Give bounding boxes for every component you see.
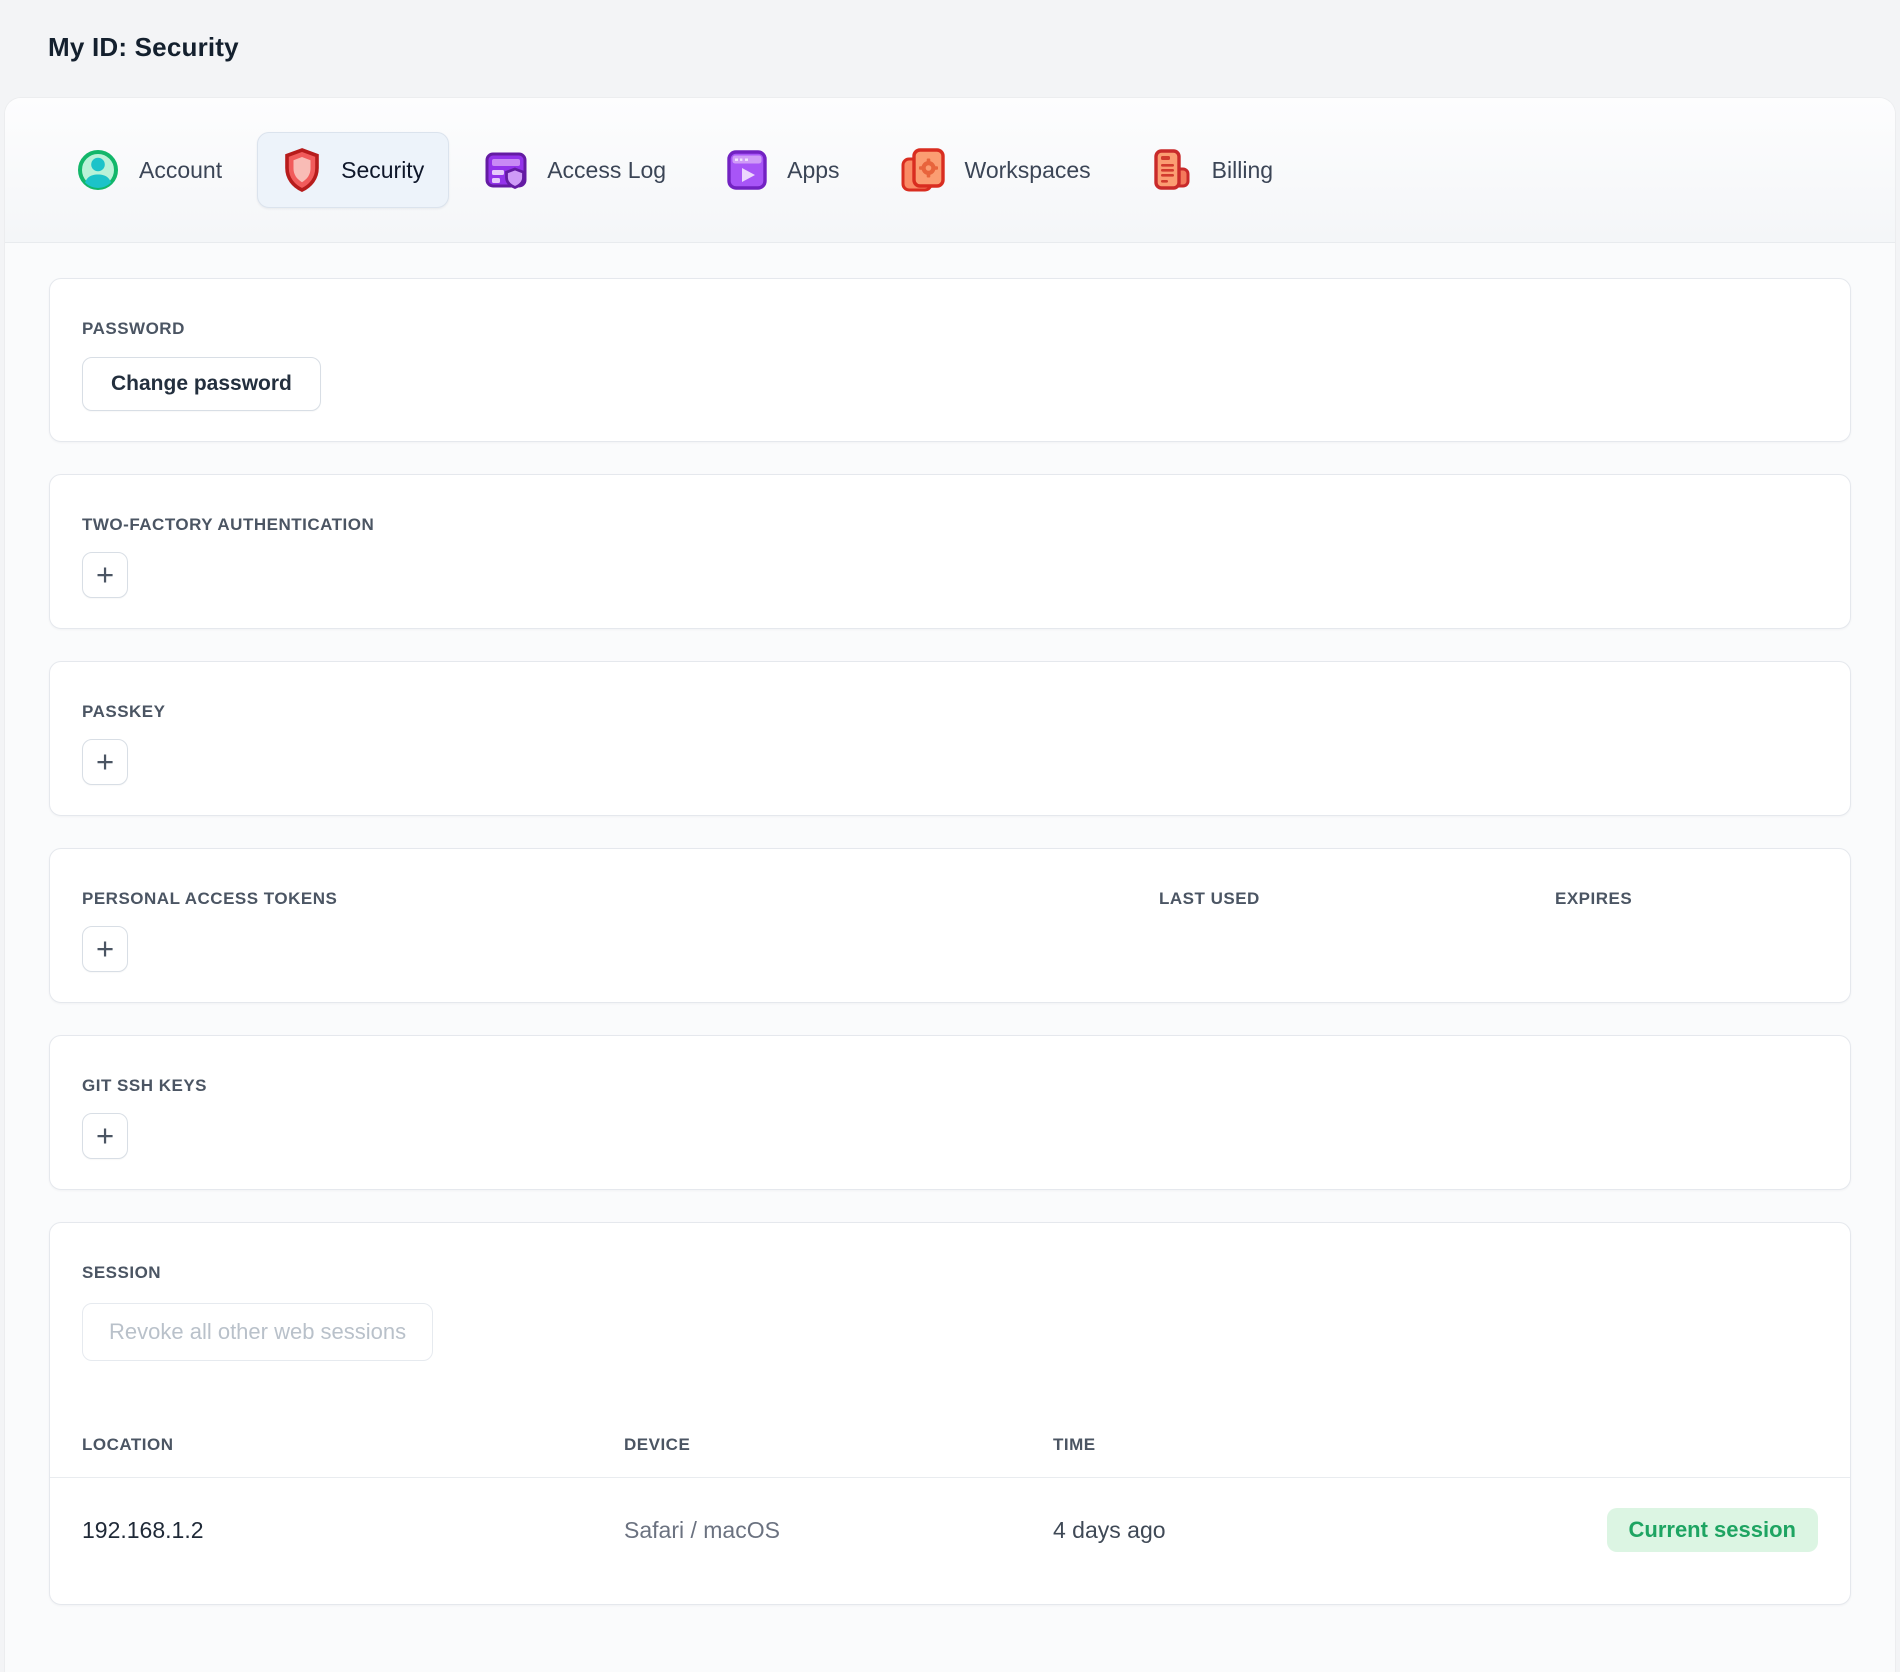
session-section: SESSION Revoke all other web sessions LO… <box>49 1222 1851 1605</box>
tab-label: Billing <box>1211 156 1274 183</box>
session-col-time: TIME <box>1053 1435 1096 1454</box>
tab-billing[interactable]: Billing <box>1126 132 1298 208</box>
session-table-row: 192.168.1.2 Safari / macOS 4 days ago Cu… <box>50 1478 1850 1604</box>
billing-icon <box>1151 148 1193 192</box>
session-col-location: LOCATION <box>82 1435 174 1454</box>
tokens-section-label: PERSONAL ACCESS TOKENS <box>82 889 338 908</box>
table-divider <box>50 1477 1850 1478</box>
tab-label: Access Log <box>547 156 667 183</box>
add-ssh-key-button[interactable]: + <box>82 1113 128 1159</box>
tab-label: Account <box>139 156 223 183</box>
settings-content: PASSWORD Change password TWO-FACTORY AUT… <box>5 243 1895 1605</box>
change-password-button[interactable]: Change password <box>82 357 321 411</box>
add-token-button[interactable]: + <box>82 926 128 972</box>
page-header: My ID: Security <box>0 0 1900 98</box>
password-section-label: PASSWORD <box>82 319 185 338</box>
ssh-keys-section: GIT SSH KEYS + <box>49 1035 1851 1190</box>
add-two-factor-button[interactable]: + <box>82 552 128 598</box>
workspaces-icon <box>900 147 946 193</box>
tokens-col-last-used: LAST USED <box>1159 889 1260 908</box>
tokens-section: PERSONAL ACCESS TOKENS LAST USED EXPIRES… <box>49 848 1851 1003</box>
passkey-section: PASSKEY + <box>49 661 1851 816</box>
session-section-label: SESSION <box>82 1263 162 1282</box>
tab-account[interactable]: Account <box>51 132 247 208</box>
plus-icon: + <box>95 557 115 592</box>
session-col-device: DEVICE <box>624 1435 691 1454</box>
tab-access-log[interactable]: Access Log <box>459 132 691 208</box>
tokens-col-expires: EXPIRES <box>1555 889 1633 908</box>
tab-label: Workspaces <box>964 156 1091 183</box>
tab-label: Security <box>341 156 425 183</box>
two-factor-section-label: TWO-FACTORY AUTHENTICATION <box>82 515 375 534</box>
current-session-badge: Current session <box>1606 1508 1818 1552</box>
revoke-sessions-button[interactable]: Revoke all other web sessions <box>82 1303 434 1361</box>
session-location-value: 192.168.1.2 <box>82 1516 204 1543</box>
password-section: PASSWORD Change password <box>49 278 1851 442</box>
main-panel: Account Security Access L <box>5 98 1895 1672</box>
ssh-keys-section-label: GIT SSH KEYS <box>82 1076 208 1095</box>
tab-label: Apps <box>787 156 840 183</box>
plus-icon: + <box>95 744 115 779</box>
tokens-header-row: PERSONAL ACCESS TOKENS LAST USED EXPIRES <box>82 889 1818 909</box>
session-time-value: 4 days ago <box>1053 1516 1166 1543</box>
apps-icon <box>726 149 768 191</box>
plus-icon: + <box>95 931 115 966</box>
security-shield-icon <box>282 148 322 192</box>
tab-bar: Account Security Access L <box>5 98 1895 243</box>
add-passkey-button[interactable]: + <box>82 739 128 785</box>
passkey-section-label: PASSKEY <box>82 702 166 721</box>
tab-apps[interactable]: Apps <box>701 133 864 207</box>
session-device-value: Safari / macOS <box>624 1516 780 1543</box>
page-title: My ID: Security <box>48 32 239 62</box>
plus-icon: + <box>95 1118 115 1153</box>
two-factor-section: TWO-FACTORY AUTHENTICATION + <box>49 474 1851 629</box>
access-log-icon <box>484 148 528 192</box>
tab-security[interactable]: Security <box>257 132 450 208</box>
tab-workspaces[interactable]: Workspaces <box>875 131 1116 209</box>
account-avatar-icon <box>76 148 120 192</box>
session-table-header: LOCATION DEVICE TIME <box>50 1435 1850 1455</box>
